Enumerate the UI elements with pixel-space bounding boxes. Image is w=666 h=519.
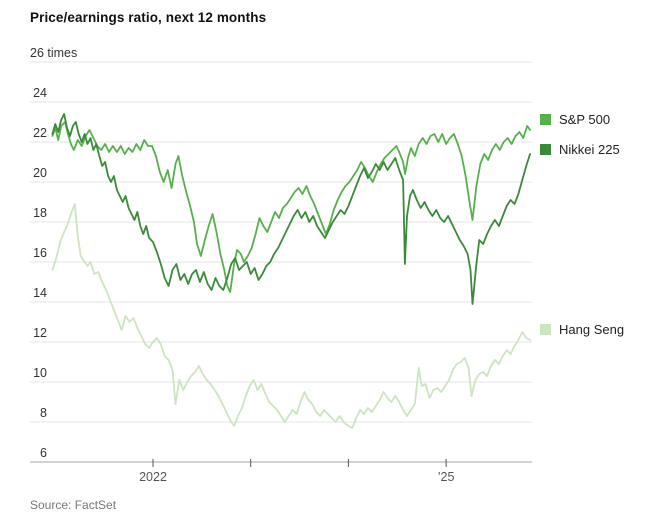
legend-item-hang-seng: Hang Seng (540, 322, 624, 337)
y-tick-label: 18 (33, 206, 47, 220)
legend-label-sp500: S&P 500 (559, 112, 611, 127)
chart-title: Price/earnings ratio, next 12 months (30, 10, 267, 25)
y-tick-label: 12 (33, 326, 47, 340)
legend-label-nikkei225: Nikkei 225 (559, 142, 620, 157)
x-tick-label: 2022 (139, 470, 167, 484)
nikkei225-swatch-icon (540, 144, 551, 155)
x-tick-label: ’25 (438, 470, 455, 484)
legend-item-nikkei225: Nikkei 225 (540, 142, 620, 157)
y-tick-label: 24 (33, 86, 47, 100)
y-tick-label: 10 (33, 366, 47, 380)
y-tick-label: 8 (40, 406, 47, 420)
y-tick-label: 22 (33, 126, 47, 140)
series-line-sp500 (51, 121, 531, 293)
sp500-swatch-icon (540, 114, 551, 125)
series-line-hang_seng (51, 203, 531, 429)
y-tick-label: 16 (33, 246, 47, 260)
source-attribution: Source: FactSet (30, 498, 117, 512)
y-tick-label: 6 (40, 446, 47, 460)
y-tick-label: 26 times (30, 46, 77, 60)
y-tick-label: 20 (33, 166, 47, 180)
y-tick-label: 14 (33, 286, 47, 300)
legend-label-hang-seng: Hang Seng (559, 322, 625, 337)
legend-item-sp500: S&P 500 (540, 112, 610, 127)
series-line-nikkei225 (51, 113, 531, 305)
hang-seng-swatch-icon (540, 324, 551, 335)
